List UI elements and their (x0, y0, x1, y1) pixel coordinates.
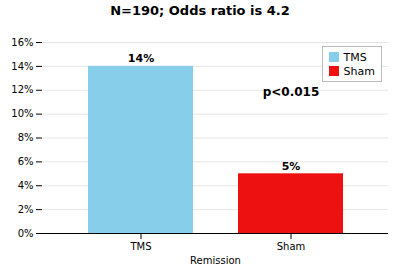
svg-text:2%: 2% (18, 204, 34, 215)
html-text:Sham: Sham (343, 64, 375, 78)
svg-text:5%: 5% (282, 160, 301, 173)
svg-text:Sham: Sham (277, 241, 306, 252)
svg-text:12%: 12% (11, 84, 33, 95)
svg-text:14%: 14% (11, 61, 33, 72)
html-text:TMS: TMS (343, 50, 367, 64)
svg-text:TMS: TMS (129, 241, 151, 252)
svg-text:0%: 0% (18, 228, 34, 239)
svg-text:4%: 4% (18, 180, 34, 191)
svg-text:8%: 8% (18, 132, 34, 143)
svg-text:6%: 6% (18, 156, 34, 167)
svg-text:14%: 14% (128, 52, 154, 65)
html-text:N=190; Odds ratio is 4.2: N=190; Odds ratio is 4.2 (110, 3, 290, 18)
svg-text:Remission: Remission (190, 255, 241, 266)
svg-text:16%: 16% (11, 37, 33, 48)
svg-text:p<0.015: p<0.015 (263, 85, 320, 99)
svg-text:10%: 10% (11, 108, 33, 119)
